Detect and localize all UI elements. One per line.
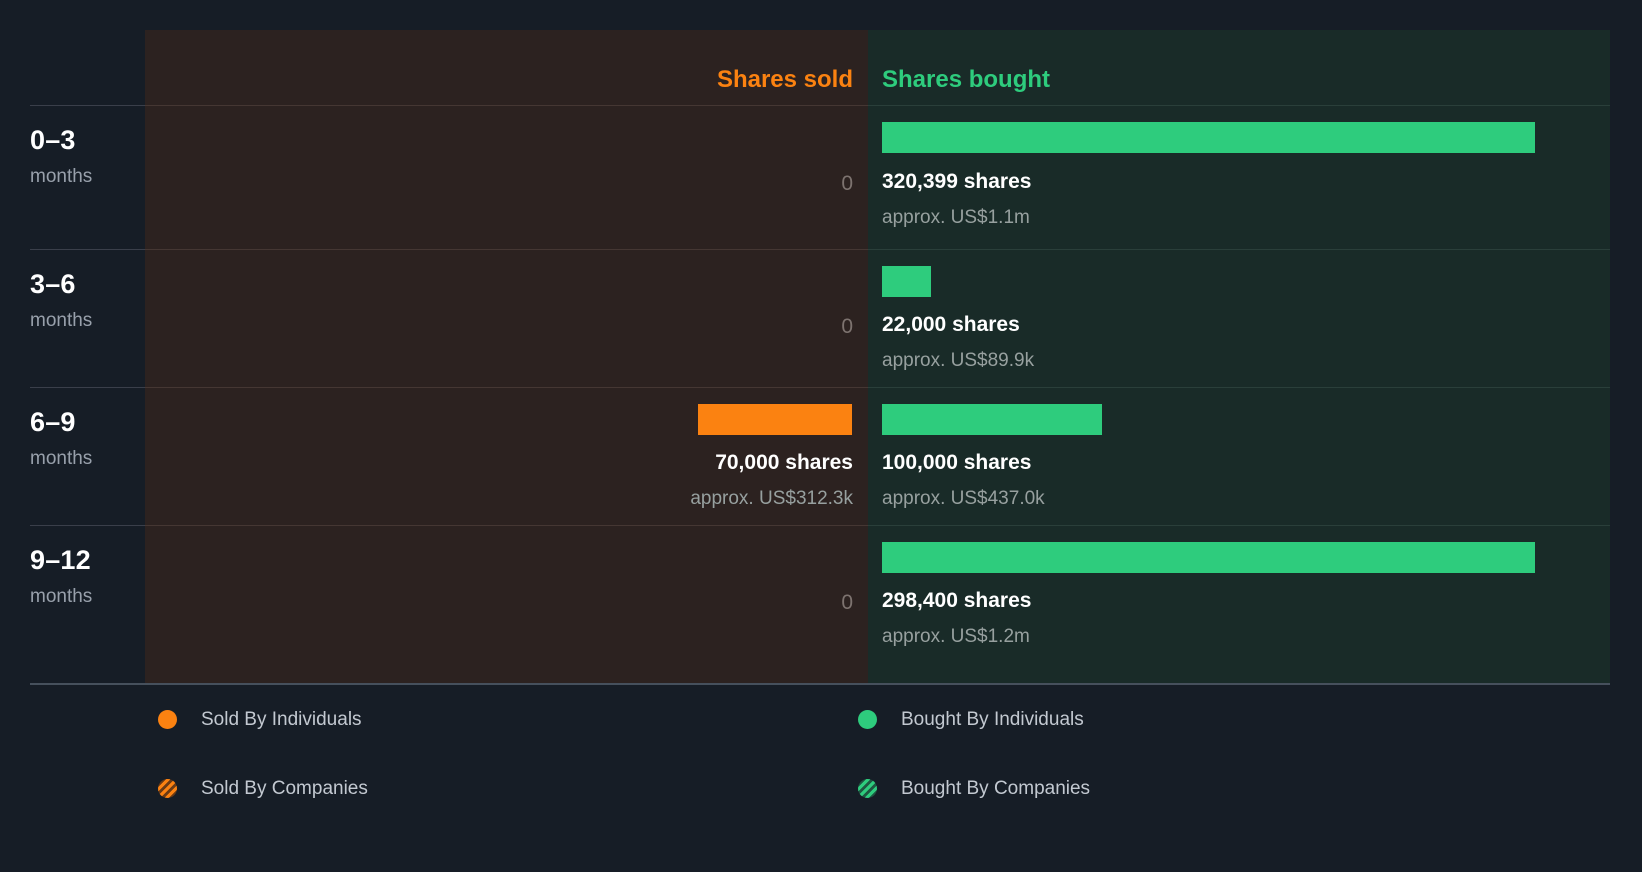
green-striped-circle-icon [858, 779, 877, 798]
table-row: 3–6 months 0 22,000 shares approx. US$89… [0, 249, 1610, 387]
row-divider [868, 525, 1610, 526]
legend-label: Bought By Individuals [901, 709, 1084, 730]
legend-label: Bought By Companies [901, 778, 1091, 799]
bought-value: 22,000 shares [882, 313, 1020, 336]
row-range: 6–9 [30, 407, 76, 437]
sold-value: 0 [841, 172, 853, 195]
row-label: 9–12 months [30, 545, 140, 607]
table-row: 9–12 months 0 298,400 shares approx. US$… [0, 525, 1610, 683]
row-label: 0–3 months [30, 125, 140, 187]
shares-bought-header: Shares bought [882, 66, 1051, 93]
row-unit: months [30, 586, 93, 607]
bought-value: 320,399 shares [882, 170, 1032, 193]
shares-sold-header: Shares sold [716, 66, 853, 93]
legend-item-bought-individuals[interactable]: Bought By Individuals [858, 710, 1084, 729]
row-range: 3–6 [30, 269, 76, 299]
legend-item-sold-individuals[interactable]: Sold By Individuals [158, 710, 362, 729]
row-unit: months [30, 310, 93, 331]
row-label: 6–9 months [30, 407, 140, 469]
table-row: 6–9 months 70,000 shares approx. US$312.… [0, 387, 1610, 525]
orange-circle-icon [158, 710, 177, 729]
legend-label: Sold By Individuals [201, 709, 362, 730]
bought-value: 298,400 shares [882, 589, 1032, 612]
row-divider [145, 525, 868, 526]
bought-bar [882, 542, 1535, 573]
bought-bar [882, 404, 1102, 435]
bought-approx: approx. US$1.2m [882, 626, 1030, 647]
row-range: 9–12 [30, 545, 91, 575]
row-divider [145, 249, 868, 250]
sold-bar [698, 404, 852, 435]
bought-approx: approx. US$437.0k [882, 488, 1045, 509]
green-circle-icon [858, 710, 877, 729]
row-divider [30, 249, 145, 250]
row-divider [30, 105, 145, 106]
row-range: 0–3 [30, 125, 76, 155]
sold-value: 0 [841, 315, 853, 338]
sold-value: 0 [841, 591, 853, 614]
row-divider [145, 105, 868, 106]
table-row: 0–3 months 0 320,399 shares approx. US$1… [0, 105, 1610, 249]
chart-header: Shares sold Shares bought [0, 30, 1610, 105]
shares-sold-column [145, 30, 868, 685]
legend-item-bought-companies[interactable]: Bought By Companies [858, 779, 1090, 798]
orange-striped-circle-icon [158, 779, 177, 798]
row-divider [868, 387, 1610, 388]
row-label: 3–6 months [30, 269, 140, 331]
row-divider [30, 525, 145, 526]
bought-bar [882, 122, 1535, 153]
row-unit: months [30, 166, 93, 187]
legend-item-sold-companies[interactable]: Sold By Companies [158, 779, 368, 798]
bought-bar [882, 266, 931, 297]
row-divider [868, 249, 1610, 250]
row-unit: months [30, 448, 93, 469]
legend-label: Sold By Companies [201, 778, 368, 799]
row-divider [868, 105, 1610, 106]
sold-value: 70,000 shares [715, 451, 853, 474]
row-divider [30, 387, 145, 388]
bought-approx: approx. US$89.9k [882, 350, 1035, 371]
bought-value: 100,000 shares [882, 451, 1032, 474]
row-divider [145, 387, 868, 388]
sold-approx: approx. US$312.3k [690, 488, 853, 509]
bought-approx: approx. US$1.1m [882, 207, 1030, 228]
chart-panel: Shares sold Shares bought 0–3 months 0 3… [0, 30, 1610, 685]
chart-bottom-rule [30, 683, 1610, 685]
chart-legend: Sold By Individuals Bought By Individual… [0, 690, 1642, 850]
